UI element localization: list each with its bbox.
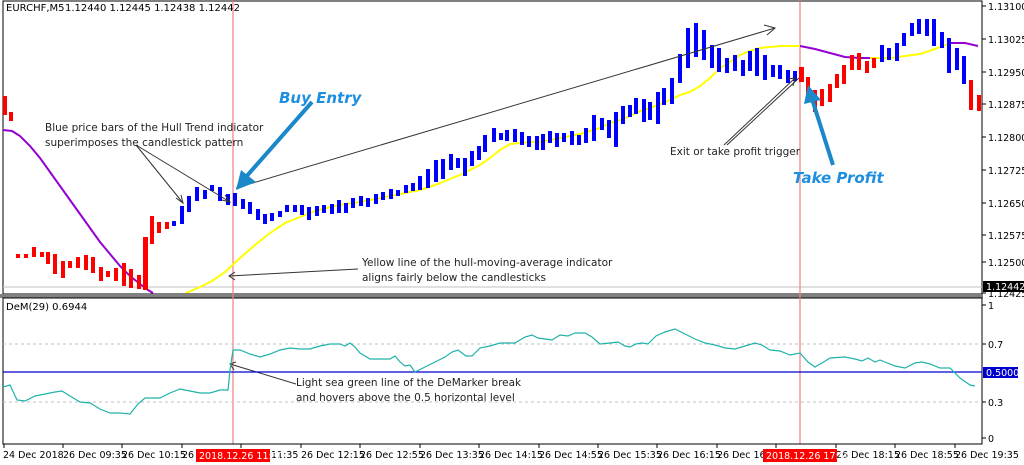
- price-tick: 1.12950: [988, 68, 1024, 79]
- indicator-tick: 0.3: [988, 398, 1003, 409]
- time-tick: 26 Dec 14:55: [539, 450, 603, 461]
- current-price-badge: [983, 281, 1024, 292]
- time-tick: 26 Dec 15:35: [598, 450, 662, 461]
- current-price-label: 1.12442: [986, 282, 1024, 293]
- time-axis: 24 Dec 2018 26 Dec 09:35 26 Dec 10:15 26…: [3, 443, 1019, 461]
- hull-ma-down-line-right: [799, 45, 870, 59]
- take-profit-arrow: [804, 85, 835, 166]
- exit-time-badge: [763, 449, 837, 462]
- hull-ma-down-line-right2: [950, 42, 979, 47]
- price-tick: 1.12650: [988, 199, 1024, 210]
- ohlc-title: 1.12440 1.12445 1.12438 1.12442: [65, 3, 240, 14]
- entry-time-badge: [196, 449, 270, 462]
- time-tick: 26 Dec 12:15: [301, 450, 365, 461]
- price-bars: [3, 19, 981, 290]
- level-badge-label: 0.5000: [986, 368, 1019, 379]
- time-tick: 24 Dec 2018: [3, 450, 64, 461]
- exit-time-label: 2018.12.26 17:50: [766, 451, 851, 462]
- time-tick: 26 Dec 16:15: [657, 450, 721, 461]
- indicator-axis: 1 0.7 0.3 0: [982, 301, 1003, 445]
- time-tick: 26 Dec 16:5: [717, 450, 775, 461]
- buy-entry-label: Buy Entry: [279, 89, 363, 107]
- indicator-panel[interactable]: [2, 297, 983, 445]
- indicator-tick: 0.7: [988, 340, 1003, 351]
- time-tick: 26 Dec 12:55: [360, 450, 424, 461]
- hull-bars-note-1: Blue price bars of the Hull Trend indica…: [45, 122, 264, 134]
- price-tick: 1.12800: [988, 133, 1024, 144]
- price-tick: 1.13025: [988, 35, 1024, 46]
- yellow-line-note-1: Yellow line of the hull-moving-average i…: [361, 257, 613, 269]
- time-tick: 26 Dec 10:15: [122, 450, 186, 461]
- hull-ma-down-line: [2, 129, 154, 294]
- entry-time-label: 2018.12.26 11:30: [199, 451, 284, 462]
- hull-bars-note-2: superimposes the candlestick pattern: [45, 137, 243, 149]
- annotation-arrows: [135, 77, 800, 385]
- price-tick: 1.13100: [988, 2, 1024, 13]
- hull-ma-up-line-right: [870, 42, 951, 59]
- separator[interactable]: [0, 294, 983, 298]
- time-tick: 26 Dec 19:35: [955, 450, 1019, 461]
- price-axis: 1.13100 1.13025 1.12950 1.12875 1.12800 …: [982, 2, 1024, 300]
- price-tick: 1.12425: [988, 289, 1024, 300]
- take-profit-label: Take Profit: [793, 169, 884, 187]
- time-tick: 11:35: [271, 450, 298, 461]
- level-badge: [983, 367, 1018, 378]
- time-tick: 26 Dec 18:15: [836, 450, 900, 461]
- price-tick: 1.12875: [988, 100, 1024, 111]
- time-tick: 26 D: [182, 450, 204, 461]
- time-tick: 26 Dec 13:35: [420, 450, 484, 461]
- indicator-tick: 1: [988, 301, 994, 312]
- demarker-line: [2, 328, 976, 415]
- symbol-title: EURCHF,M5: [6, 3, 65, 14]
- price-tick: 1.12725: [988, 166, 1024, 177]
- demarker-note-1: Light sea green line of the DeMarker bre…: [296, 377, 522, 389]
- trend-arrow: [235, 24, 777, 189]
- indicator-label: DeM(29) 0.6944: [6, 302, 87, 313]
- demarker-note-2: and hovers above the 0.5 horizontal leve…: [296, 392, 515, 404]
- time-tick: 26 Dec 18:55: [895, 450, 959, 461]
- indicator-tick: 0: [988, 434, 994, 445]
- buy-entry-arrow: [236, 100, 314, 190]
- exit-trigger-note: Exit or take profit trigger: [670, 146, 801, 158]
- time-tick: 26 Dec 14:15: [479, 450, 543, 461]
- price-tick: 1.12575: [988, 231, 1024, 242]
- time-tick: 26 Dec 09:35: [63, 450, 127, 461]
- yellow-line-note-2: aligns fairly below the candlesticks: [362, 272, 546, 284]
- price-tick: 1.12500: [988, 258, 1024, 269]
